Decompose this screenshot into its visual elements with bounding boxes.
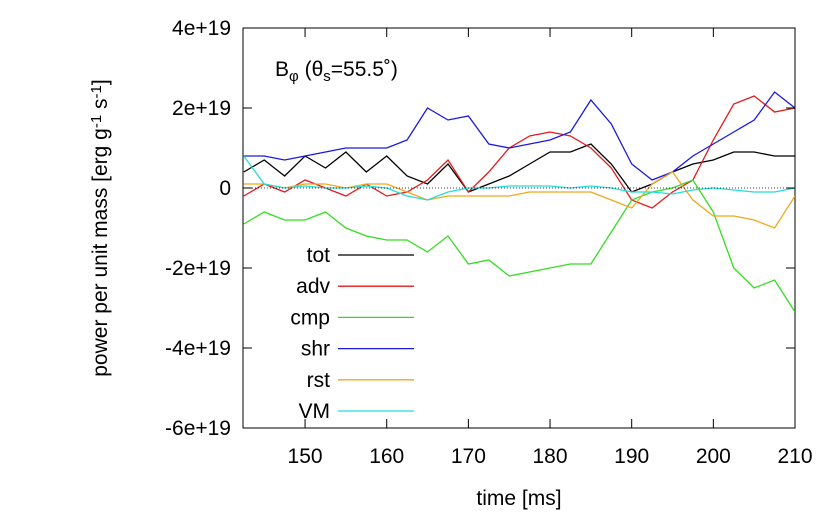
annotation: Bφ (θs=55.5˚) — [275, 58, 398, 85]
y-tick-label: 2e+19 — [172, 97, 231, 120]
text-part: s — [89, 98, 112, 114]
y-tick-label: -4e+19 — [165, 337, 231, 360]
series-line — [243, 179, 795, 313]
text-part: s — [323, 68, 331, 85]
legend-label: VM — [299, 400, 331, 423]
series-line — [243, 155, 795, 201]
text-part: -1 — [88, 85, 105, 98]
legend-label: tot — [307, 244, 331, 267]
y-tick-label: -2e+19 — [165, 257, 231, 280]
y-tick-label: -6e+19 — [165, 417, 231, 440]
text-part: ] — [89, 79, 112, 85]
legend-label: cmp — [290, 306, 330, 329]
y-tick-label: 4e+19 — [172, 17, 231, 40]
legend-label: adv — [296, 275, 330, 298]
x-tick-label: 160 — [369, 445, 404, 468]
legend-label: rst — [307, 369, 330, 392]
text-part: =55.5˚) — [331, 58, 398, 81]
x-tick-label: 170 — [451, 445, 486, 468]
text-part: -1 — [88, 115, 105, 128]
x-tick-label: 180 — [533, 445, 568, 468]
text-part: power per unit mass [erg g — [89, 128, 112, 377]
text-part: φ — [289, 68, 299, 85]
x-tick-label: 150 — [288, 445, 323, 468]
x-axis-label: time [ms] — [476, 487, 561, 510]
x-tick-label: 190 — [614, 445, 649, 468]
legend-label: shr — [301, 338, 330, 361]
x-tick-label: 200 — [696, 445, 731, 468]
series-line — [243, 95, 795, 209]
y-tick-label: 0 — [219, 177, 231, 200]
series-line — [243, 171, 795, 229]
plot-frame — [242, 27, 796, 429]
text-part: (θ — [299, 58, 324, 81]
series-line — [243, 91, 795, 181]
series-line — [243, 143, 795, 193]
y-axis-label: power per unit mass [erg g-1 s-1] — [88, 79, 112, 377]
x-tick-label: 210 — [777, 445, 812, 468]
text-part: B — [275, 58, 289, 81]
plot-lines — [243, 91, 795, 313]
